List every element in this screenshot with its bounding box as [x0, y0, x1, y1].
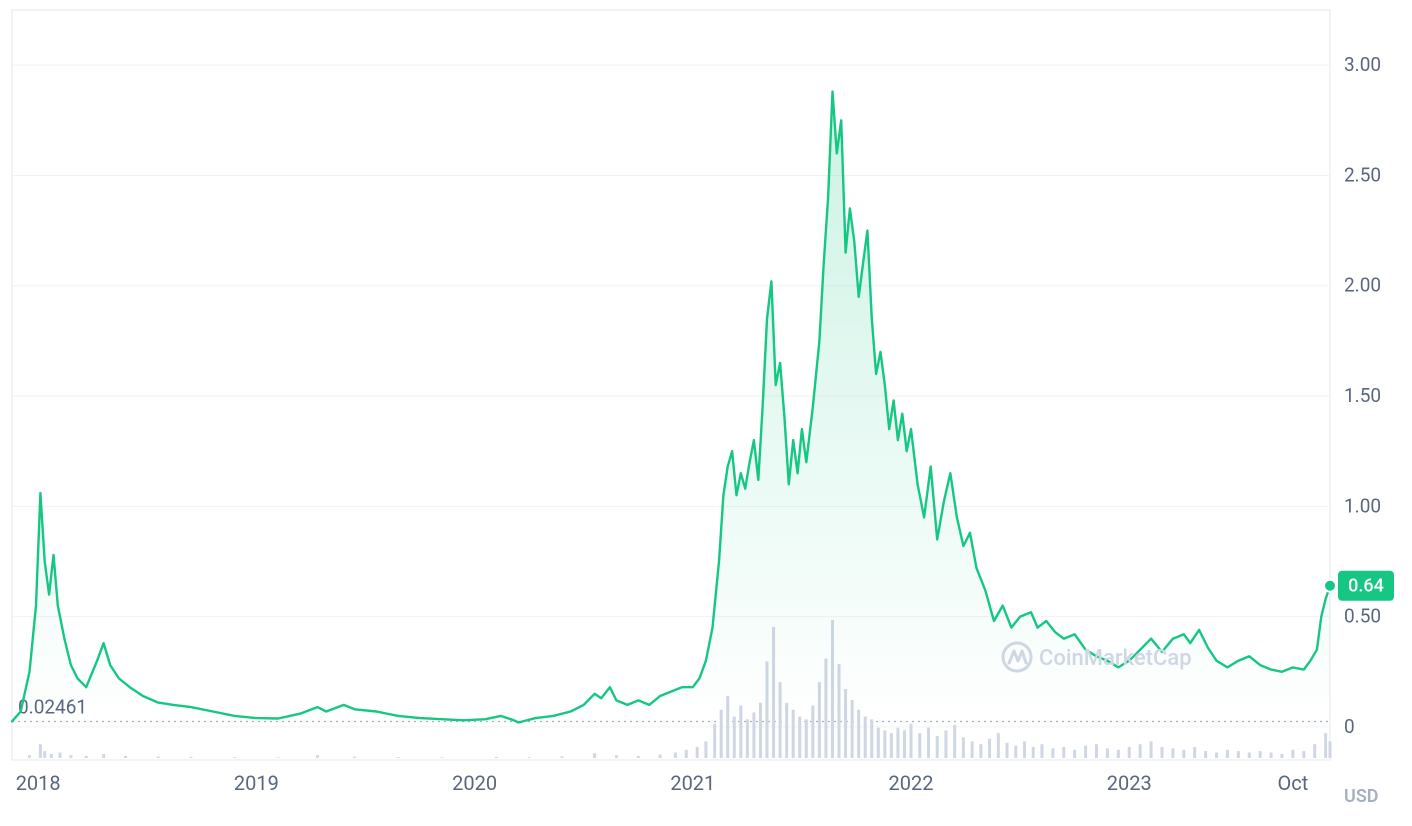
volume-bar — [962, 737, 965, 758]
price-chart: 00.501.001.502.002.503.000.024610.642018… — [0, 0, 1412, 826]
volume-bar — [1226, 750, 1229, 758]
volume-bar — [1237, 751, 1240, 758]
current-value-label: 0.64 — [1348, 576, 1384, 597]
volume-bar — [615, 755, 618, 758]
volume-bar — [397, 757, 400, 758]
volume-bar — [69, 755, 72, 758]
volume-bar — [353, 757, 356, 758]
volume-bar — [1324, 733, 1327, 758]
volume-bar — [903, 730, 906, 758]
volume-bar — [1106, 748, 1109, 758]
volume-bar — [896, 728, 899, 758]
currency-label: USD — [1344, 786, 1379, 807]
volume-bar — [659, 755, 662, 758]
volume-bar — [560, 756, 563, 758]
volume-bar — [685, 750, 688, 758]
volume-bar — [1204, 751, 1207, 758]
x-tick-label: 2022 — [889, 771, 934, 795]
volume-bar — [1160, 747, 1163, 758]
volume-bar — [528, 757, 531, 758]
volume-bar — [927, 728, 930, 758]
x-tick-label: 2020 — [452, 771, 497, 795]
volume-bar — [1062, 747, 1065, 758]
volume-bar — [157, 757, 160, 758]
volume-bar — [971, 741, 974, 758]
volume-bar — [1073, 750, 1076, 758]
current-marker — [1324, 580, 1336, 592]
volume-bar — [233, 757, 236, 758]
volume-bar — [713, 724, 716, 759]
y-tick-label: 3.00 — [1344, 53, 1381, 76]
volume-bar — [1259, 751, 1262, 758]
volume-bar — [1270, 752, 1273, 758]
volume-bar — [1291, 750, 1294, 758]
volume-bar — [1032, 747, 1035, 758]
y-tick-label: 0 — [1344, 715, 1355, 738]
volume-bar — [1084, 746, 1087, 758]
volume-bar — [988, 739, 991, 758]
x-tick-label: 2018 — [16, 771, 61, 795]
y-tick-label: 1.00 — [1344, 494, 1381, 517]
volume-bar — [316, 755, 319, 758]
volume-bar — [1117, 750, 1120, 758]
volume-bar — [85, 756, 88, 758]
watermark-text: CoinMarketCap — [1039, 646, 1192, 671]
volume-bar — [1006, 743, 1009, 758]
volume-bar — [1193, 747, 1196, 758]
volume-bar — [997, 733, 1000, 758]
volume-bar — [953, 725, 956, 758]
volume-bar — [39, 744, 42, 758]
volume-bar — [43, 751, 46, 758]
volume-bar — [883, 730, 886, 758]
volume-bar — [440, 757, 443, 758]
volume-bar — [495, 757, 498, 758]
y-tick-label: 2.50 — [1344, 163, 1381, 186]
volume-bar — [1248, 752, 1251, 758]
volume-bar — [102, 754, 105, 758]
volume-bar — [944, 730, 947, 758]
x-tick-label: 2019 — [234, 771, 279, 795]
volume-bar — [1014, 746, 1017, 758]
volume-bar — [189, 757, 192, 758]
volume-bar — [277, 757, 280, 758]
y-tick-label: 0.50 — [1344, 605, 1381, 628]
volume-bar — [1215, 752, 1218, 758]
volume-bar — [890, 733, 893, 758]
volume-bar — [696, 747, 699, 758]
volume-bar — [1095, 744, 1098, 758]
volume-bar — [704, 741, 707, 758]
volume-bar — [50, 754, 53, 758]
volume-bar — [59, 752, 62, 758]
volume-bar — [1040, 744, 1043, 758]
volume-bar — [637, 756, 640, 758]
volume-bar — [877, 728, 880, 758]
volume-bar — [28, 755, 31, 758]
x-tick-label: 2021 — [670, 771, 715, 795]
volume-bar — [1051, 748, 1054, 758]
chart-svg: 00.501.001.502.002.503.000.024610.642018… — [0, 0, 1412, 826]
y-tick-label: 1.50 — [1344, 384, 1381, 407]
volume-bar — [674, 752, 677, 758]
volume-bar — [1171, 748, 1174, 758]
x-tick-label: Oct — [1278, 771, 1309, 795]
volume-bar — [918, 733, 921, 758]
volume-bar — [593, 753, 596, 758]
y-tick-label: 2.00 — [1344, 274, 1381, 297]
volume-bar — [1139, 744, 1142, 758]
volume-bar — [1182, 750, 1185, 758]
volume-bar — [1280, 754, 1283, 758]
volume-bar — [124, 756, 127, 758]
volume-bar — [1150, 741, 1153, 758]
volume-bar — [936, 736, 939, 758]
volume-bar — [910, 724, 913, 759]
volume-bar — [1128, 747, 1131, 758]
volume-bar — [979, 744, 982, 758]
volume-bar — [1302, 751, 1305, 758]
x-tick-label: 2023 — [1107, 771, 1152, 795]
volume-bar — [1023, 741, 1026, 758]
volume-bar — [1313, 744, 1316, 758]
volume-bar — [1329, 741, 1332, 758]
